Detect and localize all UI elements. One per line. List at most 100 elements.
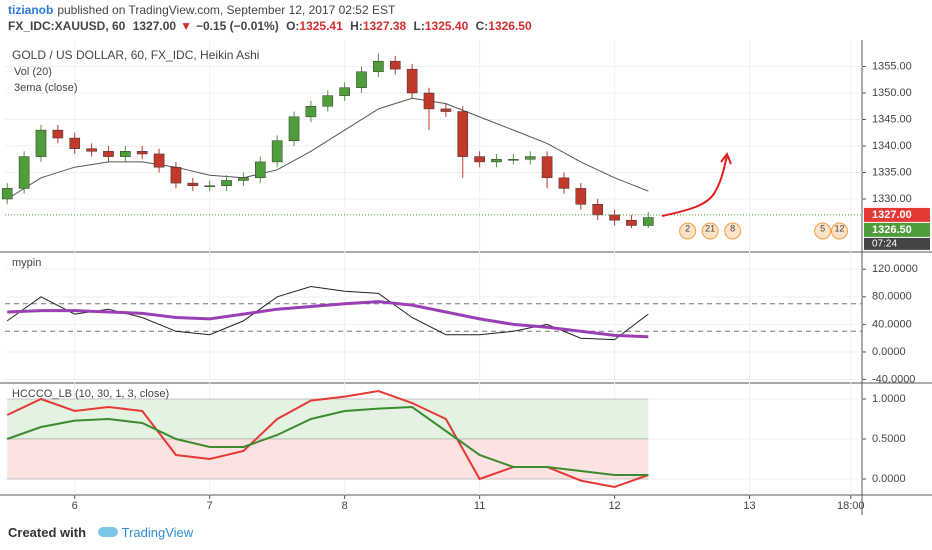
candle-body (153, 153, 165, 168)
arrow-head (720, 151, 732, 165)
y-tick-label: 1330.00 (872, 193, 912, 205)
y-tick-label: 1345.00 (872, 113, 912, 125)
price-box (864, 207, 930, 222)
y-tick-label: 0.5000 (872, 433, 906, 445)
y-tick-label: 0.0000 (872, 346, 906, 358)
candle-body (1, 188, 13, 200)
candle-body (136, 151, 148, 155)
ohlc-key: L: (413, 19, 425, 33)
candle-body (103, 151, 114, 157)
drawn-arrow (661, 155, 728, 217)
y-tick-label: 80.0000 (872, 291, 912, 303)
x-tick-label: 7 (207, 500, 213, 512)
y-tick-label: 40.0000 (872, 318, 912, 330)
created-with: Created with (8, 525, 87, 540)
event-label: 5 (820, 223, 825, 233)
candle-body (120, 151, 131, 157)
price-box (864, 222, 930, 237)
candle-body (423, 92, 435, 110)
candle-body (524, 156, 536, 160)
axis-bg (862, 40, 932, 515)
ohlc-value: 1326.50 (488, 19, 532, 33)
y-tick-label: 1.0000 (872, 393, 906, 405)
event-label: 2 (685, 223, 690, 233)
x-tick-label: 12 (608, 500, 620, 512)
candle-body (457, 111, 469, 157)
ohlc-value: 1325.41 (299, 19, 343, 33)
symbol: FX_IDC:XAUUSD, 60 (8, 19, 126, 33)
candle-body (288, 116, 300, 141)
candle-body (221, 180, 232, 186)
y-tick-label: 1350.00 (872, 87, 912, 99)
logo (97, 527, 118, 537)
candle-body (35, 129, 47, 157)
event-marker (831, 222, 849, 240)
event-label: 8 (730, 223, 735, 233)
x-tick-label: 11 (474, 500, 485, 512)
author[interactable]: tizianob (8, 3, 54, 17)
legend-entry: Vol (20) (14, 66, 52, 78)
candle-body (305, 106, 317, 118)
ohlc-key: O: (286, 19, 300, 33)
event-label: 12 (834, 223, 844, 233)
y-tick-label: 1335.00 (872, 166, 912, 178)
candle-body (254, 161, 266, 179)
series-line (6, 97, 649, 200)
series-line (7, 300, 649, 339)
brand[interactable]: TradingView (121, 525, 194, 540)
candle-body (170, 166, 182, 184)
ohlc-value: 1325.40 (424, 19, 469, 33)
candle-body (643, 217, 654, 226)
countdown: 07:24 (872, 239, 897, 250)
published: published on TradingView.com, September … (57, 3, 396, 17)
candle-body (271, 140, 283, 163)
x-tick-label: 6 (72, 500, 78, 512)
y-tick-label: 120.0000 (872, 263, 918, 275)
plot: 1355.00 1350.00 1345.00 1340.00 1335.00 1330.… (0, 40, 932, 515)
candle-body (508, 159, 519, 161)
price: 1327.00 (132, 19, 177, 33)
header-line-1: tizianob published on TradingView.com, Se… (8, 3, 399, 17)
candle-body (339, 87, 350, 96)
band (7, 439, 649, 479)
x-tick-label: 18:00 (837, 500, 865, 512)
y-tick-label: 1340.00 (872, 140, 912, 152)
candle-body (187, 182, 199, 187)
candle-body (575, 188, 587, 205)
x-tick-label: 13 (743, 500, 755, 512)
countdown-box (864, 237, 930, 250)
event-label: 21 (705, 223, 715, 233)
change: −0.15 (−0.01%) (195, 19, 279, 33)
pane-title: HCCCO_LB (10, 30, 1, 3, close) (12, 388, 169, 400)
candle-body (322, 95, 334, 107)
candle-body (558, 177, 570, 189)
event-marker (814, 222, 832, 240)
candle-body (406, 68, 418, 94)
candle-body (356, 71, 367, 88)
ohlc-value: 1327.38 (362, 19, 407, 33)
pane-title: mypin (12, 257, 41, 269)
candle-body (491, 159, 502, 163)
price-box-label: 1327.00 (872, 209, 912, 221)
ohlc-key: C: (475, 19, 489, 33)
ohlc-key: H: (350, 19, 363, 33)
candle-body (609, 214, 620, 221)
candle-body (69, 137, 81, 149)
y-tick-label: 0.0000 (872, 473, 906, 485)
event-marker (724, 222, 742, 240)
candle-body (52, 129, 64, 139)
candle-body (238, 177, 249, 181)
candle-body (626, 219, 637, 226)
pane-title: GOLD / US DOLLAR, 60, FX_IDC, Heikin Ash… (12, 48, 259, 62)
event-marker (701, 222, 719, 240)
candle-body (204, 185, 216, 187)
header-line-2: FX_IDC:XAUUSD, 60 1327.00 ▼ −0.15 (−0.01%)… (8, 19, 536, 33)
arrow: ▼ (180, 19, 192, 33)
candle-body (541, 156, 553, 179)
candle-body (592, 204, 604, 216)
footer: Created with TradingView (8, 525, 193, 540)
candle-body (18, 156, 30, 189)
series-line (6, 405, 649, 476)
candle-body (474, 156, 485, 163)
